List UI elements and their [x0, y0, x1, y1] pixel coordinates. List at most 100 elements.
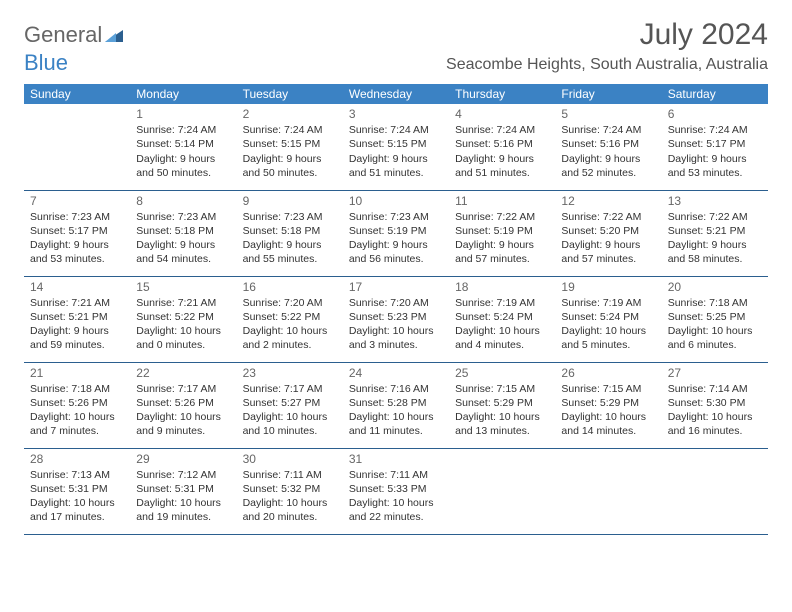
calendar-cell — [24, 104, 130, 190]
calendar-cell: 3Sunrise: 7:24 AMSunset: 5:15 PMDaylight… — [343, 104, 449, 190]
sunset-text: Sunset: 5:14 PM — [136, 137, 230, 151]
calendar-cell: 23Sunrise: 7:17 AMSunset: 5:27 PMDayligh… — [237, 362, 343, 448]
daylight-text: Daylight: 9 hours — [243, 152, 337, 166]
calendar-cell: 18Sunrise: 7:19 AMSunset: 5:24 PMDayligh… — [449, 276, 555, 362]
daylight-text: Daylight: 10 hours — [561, 324, 655, 338]
calendar-week-row: 28Sunrise: 7:13 AMSunset: 5:31 PMDayligh… — [24, 448, 768, 534]
calendar-cell: 11Sunrise: 7:22 AMSunset: 5:19 PMDayligh… — [449, 190, 555, 276]
day-number: 24 — [349, 365, 443, 381]
daylight-text: Daylight: 10 hours — [349, 324, 443, 338]
calendar-cell — [555, 448, 661, 534]
daylight-text: Daylight: 10 hours — [136, 324, 230, 338]
calendar-cell: 2Sunrise: 7:24 AMSunset: 5:15 PMDaylight… — [237, 104, 343, 190]
daylight-text: Daylight: 9 hours — [561, 238, 655, 252]
daylight-text: Daylight: 9 hours — [30, 238, 124, 252]
daylight-text: and 7 minutes. — [30, 424, 124, 438]
daylight-text: and 52 minutes. — [561, 166, 655, 180]
sunrise-text: Sunrise: 7:21 AM — [136, 296, 230, 310]
sunset-text: Sunset: 5:28 PM — [349, 396, 443, 410]
daylight-text: and 55 minutes. — [243, 252, 337, 266]
sunrise-text: Sunrise: 7:17 AM — [136, 382, 230, 396]
daylight-text: Daylight: 10 hours — [349, 496, 443, 510]
logo-triangle-icon — [105, 22, 123, 48]
daylight-text: and 16 minutes. — [668, 424, 762, 438]
daylight-text: and 11 minutes. — [349, 424, 443, 438]
day-header: Friday — [555, 84, 661, 104]
day-header: Saturday — [662, 84, 768, 104]
day-number: 29 — [136, 451, 230, 467]
day-number: 13 — [668, 193, 762, 209]
sunset-text: Sunset: 5:31 PM — [30, 482, 124, 496]
sunrise-text: Sunrise: 7:14 AM — [668, 382, 762, 396]
daylight-text: Daylight: 9 hours — [455, 238, 549, 252]
daylight-text: Daylight: 10 hours — [561, 410, 655, 424]
day-number: 11 — [455, 193, 549, 209]
daylight-text: Daylight: 10 hours — [136, 410, 230, 424]
sunset-text: Sunset: 5:15 PM — [349, 137, 443, 151]
daylight-text: and 53 minutes. — [668, 166, 762, 180]
calendar-cell: 31Sunrise: 7:11 AMSunset: 5:33 PMDayligh… — [343, 448, 449, 534]
sunset-text: Sunset: 5:21 PM — [668, 224, 762, 238]
calendar-cell: 4Sunrise: 7:24 AMSunset: 5:16 PMDaylight… — [449, 104, 555, 190]
sunset-text: Sunset: 5:25 PM — [668, 310, 762, 324]
sunset-text: Sunset: 5:18 PM — [243, 224, 337, 238]
daylight-text: Daylight: 10 hours — [243, 324, 337, 338]
daylight-text: Daylight: 9 hours — [349, 238, 443, 252]
calendar-week-row: 21Sunrise: 7:18 AMSunset: 5:26 PMDayligh… — [24, 362, 768, 448]
day-number: 10 — [349, 193, 443, 209]
calendar-cell: 28Sunrise: 7:13 AMSunset: 5:31 PMDayligh… — [24, 448, 130, 534]
daylight-text: and 51 minutes. — [455, 166, 549, 180]
day-number: 26 — [561, 365, 655, 381]
sunset-text: Sunset: 5:16 PM — [455, 137, 549, 151]
sunrise-text: Sunrise: 7:24 AM — [349, 123, 443, 137]
daylight-text: and 57 minutes. — [561, 252, 655, 266]
calendar-cell — [662, 448, 768, 534]
calendar-cell — [449, 448, 555, 534]
calendar-cell: 25Sunrise: 7:15 AMSunset: 5:29 PMDayligh… — [449, 362, 555, 448]
sunrise-text: Sunrise: 7:23 AM — [30, 210, 124, 224]
calendar-cell: 5Sunrise: 7:24 AMSunset: 5:16 PMDaylight… — [555, 104, 661, 190]
calendar-cell: 24Sunrise: 7:16 AMSunset: 5:28 PMDayligh… — [343, 362, 449, 448]
calendar-cell: 21Sunrise: 7:18 AMSunset: 5:26 PMDayligh… — [24, 362, 130, 448]
calendar-cell: 26Sunrise: 7:15 AMSunset: 5:29 PMDayligh… — [555, 362, 661, 448]
day-header: Monday — [130, 84, 236, 104]
daylight-text: and 9 minutes. — [136, 424, 230, 438]
day-number: 20 — [668, 279, 762, 295]
day-header: Thursday — [449, 84, 555, 104]
day-number: 4 — [455, 106, 549, 122]
daylight-text: and 13 minutes. — [455, 424, 549, 438]
day-number: 2 — [243, 106, 337, 122]
sunrise-text: Sunrise: 7:18 AM — [30, 382, 124, 396]
sunset-text: Sunset: 5:29 PM — [455, 396, 549, 410]
day-header: Wednesday — [343, 84, 449, 104]
day-number: 12 — [561, 193, 655, 209]
calendar-cell: 14Sunrise: 7:21 AMSunset: 5:21 PMDayligh… — [24, 276, 130, 362]
sunset-text: Sunset: 5:20 PM — [561, 224, 655, 238]
day-number: 3 — [349, 106, 443, 122]
daylight-text: Daylight: 9 hours — [243, 238, 337, 252]
sunrise-text: Sunrise: 7:22 AM — [668, 210, 762, 224]
sunrise-text: Sunrise: 7:19 AM — [455, 296, 549, 310]
sunset-text: Sunset: 5:21 PM — [30, 310, 124, 324]
logo-text-blue: Blue — [24, 50, 68, 75]
daylight-text: Daylight: 9 hours — [455, 152, 549, 166]
calendar-cell: 12Sunrise: 7:22 AMSunset: 5:20 PMDayligh… — [555, 190, 661, 276]
sunset-text: Sunset: 5:29 PM — [561, 396, 655, 410]
sunset-text: Sunset: 5:26 PM — [136, 396, 230, 410]
sunrise-text: Sunrise: 7:19 AM — [561, 296, 655, 310]
sunset-text: Sunset: 5:26 PM — [30, 396, 124, 410]
calendar-cell: 9Sunrise: 7:23 AMSunset: 5:18 PMDaylight… — [237, 190, 343, 276]
day-number: 31 — [349, 451, 443, 467]
sunrise-text: Sunrise: 7:23 AM — [349, 210, 443, 224]
daylight-text: and 56 minutes. — [349, 252, 443, 266]
daylight-text: and 2 minutes. — [243, 338, 337, 352]
sunset-text: Sunset: 5:23 PM — [349, 310, 443, 324]
sunset-text: Sunset: 5:15 PM — [243, 137, 337, 151]
sunrise-text: Sunrise: 7:24 AM — [668, 123, 762, 137]
sunrise-text: Sunrise: 7:20 AM — [349, 296, 443, 310]
day-number: 28 — [30, 451, 124, 467]
day-number: 6 — [668, 106, 762, 122]
location: Seacombe Heights, South Australia, Austr… — [446, 56, 768, 74]
sunrise-text: Sunrise: 7:24 AM — [455, 123, 549, 137]
sunset-text: Sunset: 5:24 PM — [561, 310, 655, 324]
